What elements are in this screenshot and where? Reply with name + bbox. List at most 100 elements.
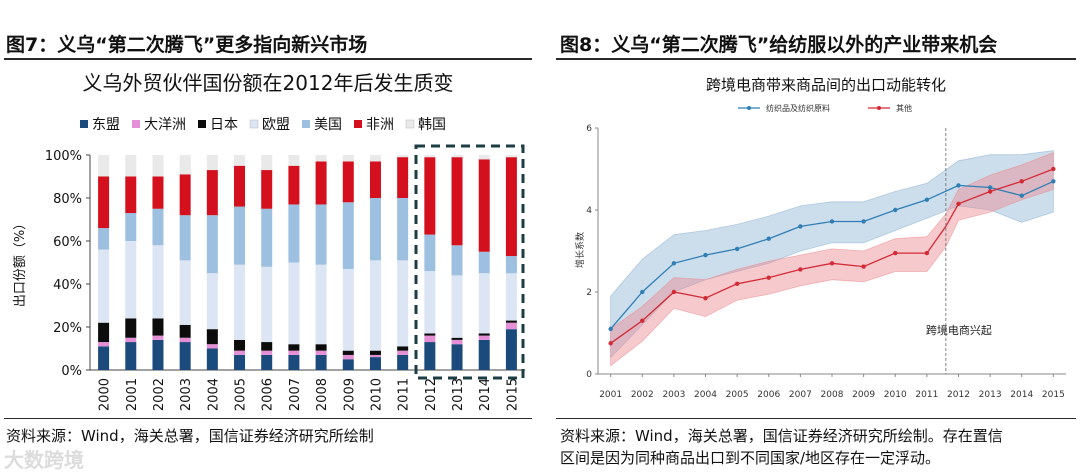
bar-x-tick-label: 2015 <box>505 378 520 411</box>
bar-2008-2 <box>315 344 327 351</box>
bar-x-tick-label: 2006 <box>261 378 276 411</box>
stacked-bar-chart: 义乌外贸伙伴国份额在2012年后发生质变 东盟 大洋洲 日本 欧盟 美国 非洲 韩国 0% 2… <box>13 71 525 411</box>
bar-2001-4 <box>125 213 137 241</box>
bar-2009-3 <box>342 268 354 351</box>
line-x-tick-label: 2005 <box>726 390 749 400</box>
bar-2001-1 <box>125 337 137 343</box>
line-chart-bands <box>610 150 1054 367</box>
bar-2008-0 <box>315 354 327 370</box>
left-figure-title: 图7：义乌“第二次腾飞”更多指向新兴市场 <box>6 34 368 56</box>
line-chart-y-label: 增长系数 <box>574 232 586 268</box>
bar-2014-5 <box>478 159 490 252</box>
bar-x-tick-label: 2005 <box>234 378 249 411</box>
bar-2015-1 <box>505 322 517 330</box>
legend-label-3: 欧盟 <box>262 117 290 133</box>
bar-2003-3 <box>179 260 191 325</box>
series-point-1 <box>893 250 898 256</box>
bar-2005-4 <box>234 206 246 265</box>
series-point-0 <box>671 261 677 266</box>
bar-2003-6 <box>179 155 191 175</box>
bar-x-tick-label: 2012 <box>424 378 439 411</box>
legend-label-2: 日本 <box>210 117 238 133</box>
bar-2006-2 <box>261 342 273 351</box>
bar-x-tick-label: 2009 <box>342 378 357 411</box>
right-source-rule <box>556 418 1076 419</box>
bar-2005-0 <box>234 354 246 370</box>
series-point-1 <box>924 250 930 256</box>
bar-2002-5 <box>152 176 164 209</box>
bar-2013-3 <box>451 275 463 338</box>
bar-2007-4 <box>288 204 300 263</box>
confidence-band-0 <box>610 150 1054 359</box>
legend-label-4: 美国 <box>314 117 342 133</box>
line-y-tick-label: 0 <box>586 370 592 380</box>
bar-2015-5 <box>505 157 517 257</box>
line-chart-series <box>608 166 1056 346</box>
line-x-tick-label: 2008 <box>821 390 844 400</box>
bar-y-tick-label: 60% <box>53 235 82 250</box>
bar-2008-1 <box>315 350 327 355</box>
bar-x-tick-label: 2011 <box>397 378 412 411</box>
line-legend-marker-0 <box>747 106 751 110</box>
series-point-1 <box>956 201 961 207</box>
bar-2009-4 <box>342 202 354 269</box>
bar-2012-2 <box>424 333 436 336</box>
line-x-tick-label: 2002 <box>631 390 654 400</box>
bar-2003-4 <box>179 215 191 261</box>
bar-2015-3 <box>505 273 517 321</box>
bar-2000-1 <box>98 342 110 347</box>
bar-2001-2 <box>125 318 137 338</box>
line-chart-title: 跨境电商带来商品间的出口动能转化 <box>706 76 946 94</box>
annotation-label: 跨境电商兴起 <box>926 323 992 337</box>
line-x-tick-label: 2006 <box>757 390 780 400</box>
bar-2005-3 <box>234 264 246 340</box>
bar-2010-5 <box>369 161 381 198</box>
series-point-0 <box>1019 193 1024 198</box>
bar-2013-2 <box>451 337 463 340</box>
bar-2006-4 <box>261 208 273 267</box>
bar-2000-2 <box>98 322 110 343</box>
series-point-0 <box>703 252 708 258</box>
series-point-1 <box>734 281 740 286</box>
bar-2004-2 <box>206 329 218 345</box>
series-point-1 <box>1019 179 1024 184</box>
confidence-band-1 <box>610 152 1054 367</box>
bar-2014-4 <box>478 251 490 274</box>
bar-chart-legend: 东盟 大洋洲 日本 欧盟 美国 非洲 韩国 <box>80 117 446 133</box>
bar-2006-6 <box>261 155 273 171</box>
bar-2002-6 <box>152 155 164 177</box>
bar-2005-1 <box>234 350 246 355</box>
legend-label-6: 韩国 <box>418 117 446 133</box>
legend-label-5: 非洲 <box>366 117 394 133</box>
bar-2015-2 <box>505 320 517 323</box>
bar-2009-1 <box>342 354 354 360</box>
bar-2014-2 <box>478 333 490 336</box>
line-chart-annotation: 跨境电商兴起 <box>926 128 992 374</box>
bar-2012-5 <box>424 157 436 235</box>
bar-x-tick-label: 2002 <box>152 378 167 411</box>
bar-2001-6 <box>125 155 137 177</box>
bar-2011-4 <box>397 198 409 261</box>
series-point-0 <box>798 224 803 229</box>
bar-x-tick-label: 2008 <box>315 378 330 411</box>
line-chart-legend: 纺织品及纺织原料 其他 <box>738 103 912 113</box>
bar-2011-5 <box>397 157 409 198</box>
bar-chart-x-ticks: 2000 2001 2002 2003 2004 2005 2006 2007 2008 2009… <box>98 378 521 411</box>
line-x-tick-label: 2014 <box>1010 390 1033 400</box>
bar-2011-0 <box>397 354 409 370</box>
legend-swatch-0 <box>80 120 88 128</box>
legend-swatch-6 <box>405 119 415 129</box>
bar-y-tick-label: 40% <box>53 278 82 293</box>
bar-2000-6 <box>98 155 110 177</box>
series-point-1 <box>640 318 645 323</box>
bar-y-tick-label: 100% <box>45 149 82 164</box>
line-x-tick-label: 2007 <box>789 390 812 400</box>
series-point-0 <box>861 219 866 224</box>
bar-x-tick-label: 2000 <box>98 378 113 411</box>
bar-2013-6 <box>451 155 463 158</box>
bar-2011-2 <box>397 346 409 351</box>
legend-swatch-5 <box>354 120 362 128</box>
bar-2010-2 <box>369 350 381 355</box>
legend-label-0: 东盟 <box>92 117 120 133</box>
series-point-0 <box>829 219 835 224</box>
